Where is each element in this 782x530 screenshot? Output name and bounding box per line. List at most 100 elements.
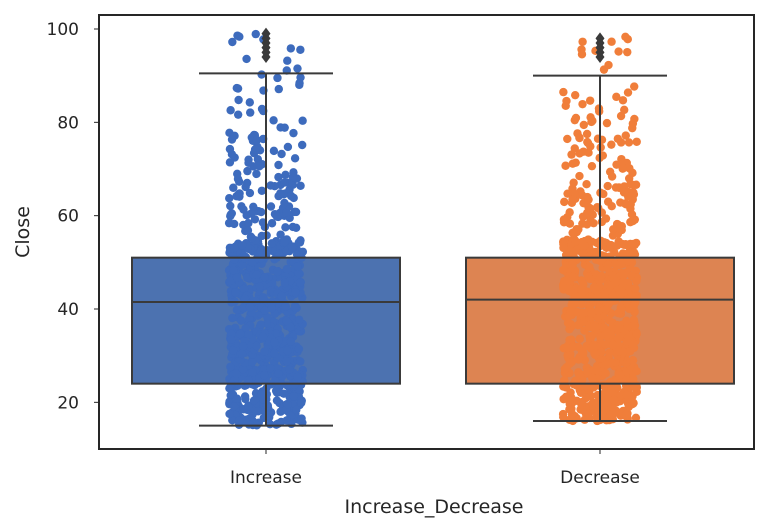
increase-strip-point	[240, 294, 250, 303]
decrease-strip-point	[618, 157, 627, 166]
increase-strip-point	[258, 332, 268, 342]
increase-strip-point	[272, 388, 282, 397]
increase-strip-point	[291, 207, 301, 217]
decrease-strip-point	[567, 300, 576, 310]
increase-strip-point	[232, 394, 242, 403]
decrease-strip-point	[597, 347, 606, 357]
increase-strip-point	[281, 170, 290, 180]
decrease-strip-point	[573, 320, 583, 330]
decrease-strip-point	[623, 256, 633, 266]
decrease-strip-point	[614, 324, 623, 333]
decrease-strip-point	[621, 32, 630, 42]
decrease-strip-point	[588, 399, 597, 408]
decrease-strip-point	[559, 87, 568, 97]
increase-strip-point	[244, 158, 253, 168]
decrease-strip-point	[565, 208, 574, 217]
increase-strip-point	[293, 372, 302, 381]
decrease-strip-point	[604, 60, 613, 70]
increase-strip-point	[241, 394, 250, 404]
decrease-strip-point	[623, 47, 632, 57]
increase-strip-point	[267, 239, 276, 248]
increase-strip-point	[294, 268, 303, 277]
decrease-strip-point	[569, 178, 578, 187]
increase-strip-point	[229, 346, 238, 355]
decrease-strip-point	[575, 133, 584, 143]
decrease-strip-point	[612, 241, 622, 250]
decrease-strip-point	[607, 140, 616, 149]
decrease-strip-point	[582, 129, 592, 139]
decrease-strip-point	[565, 335, 574, 345]
y-tick-label: 60	[57, 207, 79, 227]
decrease-strip-point	[606, 410, 615, 420]
decrease-strip-point	[632, 276, 641, 286]
increase-outlier	[261, 27, 271, 40]
increase-strip-point	[274, 160, 283, 170]
increase-strip-point	[260, 347, 269, 356]
increase-strip-point	[269, 146, 279, 156]
decrease-strip-point	[604, 260, 613, 270]
decrease-strip-point	[625, 304, 634, 314]
increase-strip-point	[236, 316, 246, 325]
decrease-strip-point	[579, 120, 589, 130]
increase-strip-point	[252, 135, 262, 145]
increase-strip-point	[279, 237, 289, 247]
increase-strip-point	[246, 108, 255, 117]
increase-strip-point	[245, 98, 254, 107]
decrease-strip-point	[564, 312, 573, 321]
decrease-strip-point	[563, 189, 572, 198]
increase-strip-point	[281, 302, 291, 311]
increase-strip-point	[274, 84, 283, 94]
y-tick-label: 100	[47, 20, 79, 40]
decrease-strip-point	[628, 355, 638, 365]
y-tick-label: 40	[57, 300, 79, 320]
decrease-strip-point	[614, 47, 623, 56]
decrease-strip-point	[609, 340, 618, 350]
decrease-strip-point	[631, 383, 640, 392]
decrease-strip-point	[611, 183, 621, 192]
increase-strip-point	[227, 335, 236, 344]
decrease-strip-point	[568, 260, 577, 269]
decrease-strip-point	[616, 303, 625, 313]
increase-strip-point	[295, 78, 304, 88]
decrease-strip-point	[577, 237, 587, 247]
increase-strip-point	[226, 106, 235, 115]
decrease-strip-point	[606, 377, 615, 387]
decrease-strip-point	[584, 195, 593, 204]
increase-strip-point	[257, 207, 266, 217]
increase-strip-point	[289, 392, 299, 401]
increase-strip-point	[233, 174, 243, 184]
increase-strip-point	[279, 389, 289, 398]
decrease-strip-point	[589, 340, 598, 350]
increase-strip-point	[229, 402, 239, 411]
decrease-strip-point	[620, 182, 629, 191]
increase-strip-point	[252, 270, 262, 279]
decrease-strip-point	[628, 123, 637, 133]
increase-strip-point	[296, 181, 305, 190]
decrease-strip-point	[606, 240, 616, 250]
increase-strip-point	[249, 396, 259, 405]
decrease-strip-point	[602, 360, 611, 369]
decrease-strip-point	[587, 331, 596, 341]
increase-strip-point	[294, 315, 304, 324]
increase-strip-point	[225, 409, 234, 419]
decrease-strip-point	[596, 332, 605, 341]
increase-strip-point	[292, 405, 301, 415]
increase-strip-point	[289, 193, 298, 203]
increase-strip-point	[242, 178, 252, 188]
decrease-strip-point	[559, 265, 568, 275]
decrease-strip-point	[622, 316, 631, 326]
increase-strip-point	[295, 278, 305, 287]
decrease-strip-point	[574, 355, 583, 364]
decrease-strip-point	[619, 271, 628, 280]
decrease-strip-point	[626, 250, 635, 259]
increase-strip-point	[225, 276, 235, 286]
decrease-strip-point	[629, 375, 638, 384]
decrease-strip-point	[560, 197, 569, 207]
decrease-strip-point	[630, 82, 639, 91]
box-lines-layer	[131, 27, 735, 427]
decrease-strip-point	[559, 412, 568, 422]
increase-strip-point	[228, 416, 237, 425]
decrease-strip-point	[578, 398, 587, 407]
increase-strip-point	[273, 267, 282, 276]
decrease-strip-point	[583, 367, 592, 376]
